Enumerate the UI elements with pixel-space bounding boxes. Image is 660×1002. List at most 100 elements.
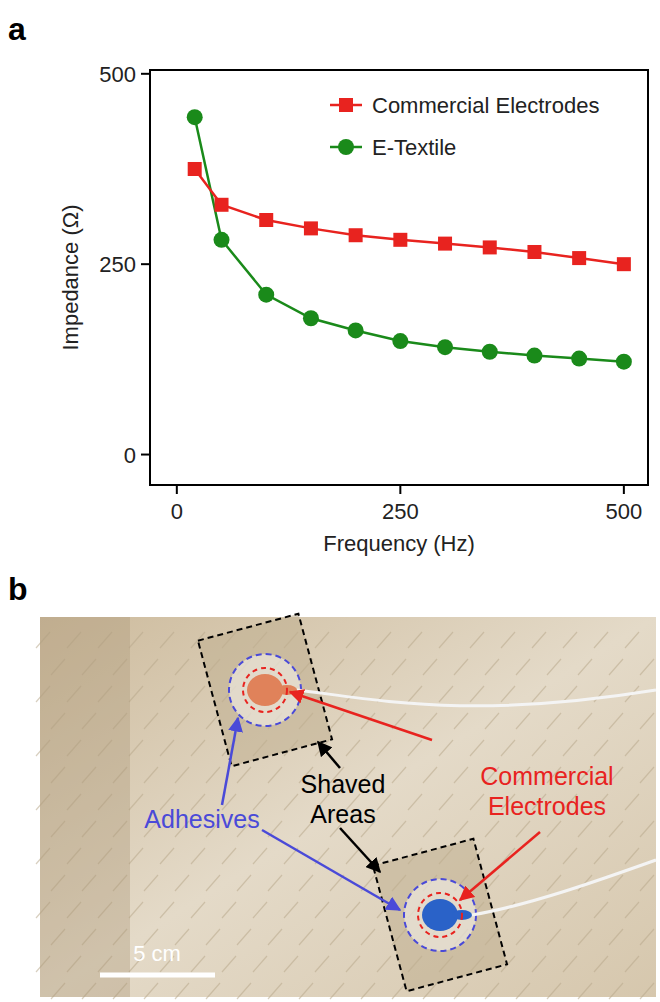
series-marker	[348, 322, 364, 338]
y-tick-label: 500	[99, 62, 136, 87]
fur-stroke	[454, 659, 468, 675]
electrode-outline	[418, 893, 462, 937]
fur-stroke	[594, 632, 608, 648]
fur-stroke	[516, 821, 530, 837]
fur-stroke	[129, 740, 143, 756]
fur-stroke	[191, 848, 205, 864]
fur-stroke	[516, 875, 530, 891]
fur-stroke	[563, 902, 577, 918]
x-axis-title: Frequency (Hz)	[323, 531, 475, 556]
x-tick-label: 250	[382, 499, 419, 524]
y-axis-title: Impedance (Ω)	[58, 204, 83, 350]
shaved-area-outline	[373, 839, 507, 991]
figure: a02505000250500Frequency (Hz)Impedance (…	[0, 0, 660, 1002]
fur-stroke	[206, 983, 220, 999]
fur-stroke	[268, 875, 282, 891]
scale-bar-label: 5 cm	[133, 941, 181, 966]
fur-stroke	[454, 713, 468, 729]
photo-background	[40, 617, 656, 997]
fur-stroke	[625, 902, 639, 918]
series-marker	[437, 339, 453, 355]
fur-stroke	[423, 659, 437, 675]
fur-stroke	[439, 794, 453, 810]
fur-stroke	[175, 875, 189, 891]
fur-stroke	[594, 956, 608, 972]
electrode-site	[373, 839, 507, 991]
fur-stroke	[609, 659, 623, 675]
electrode-outline	[243, 668, 287, 712]
fur-stroke	[609, 713, 623, 729]
fur-stroke	[594, 848, 608, 864]
shaved-area-outline	[198, 614, 332, 766]
fur-stroke	[191, 902, 205, 918]
fur-stroke	[423, 713, 437, 729]
fur-stroke	[408, 740, 422, 756]
fur-stroke	[346, 632, 360, 648]
fur-stroke	[578, 821, 592, 837]
fur-stroke	[315, 902, 329, 918]
fur-stroke	[532, 848, 546, 864]
arrow	[290, 692, 432, 740]
photo-shade	[40, 617, 130, 997]
y-tick	[141, 73, 150, 75]
fur-stroke	[640, 875, 654, 891]
annotation-shaved-areas-line: Shaved	[301, 770, 386, 798]
y-tick	[141, 263, 150, 265]
fur-stroke	[377, 740, 391, 756]
fur-stroke	[253, 956, 267, 972]
x-tick	[176, 485, 178, 494]
panel-label: a	[8, 11, 26, 47]
fur-stroke	[516, 713, 530, 729]
series-marker	[616, 354, 632, 370]
fur-stroke	[516, 659, 530, 675]
adhesive-outline	[229, 654, 301, 726]
fur-stroke	[129, 902, 143, 918]
legend-marker	[338, 139, 354, 155]
fur-stroke	[640, 929, 654, 945]
fur-stroke	[439, 740, 453, 756]
fur-stroke	[470, 632, 484, 648]
fur-stroke	[284, 794, 298, 810]
fur-stroke	[315, 632, 329, 648]
fur-stroke	[547, 929, 561, 945]
series-marker	[482, 344, 498, 360]
fur-stroke	[284, 902, 298, 918]
fur-stroke	[222, 956, 236, 972]
fur-stroke	[330, 713, 344, 729]
fur-stroke	[563, 956, 577, 972]
fur-stroke	[175, 713, 189, 729]
annotation-shaved-areas-line: Areas	[310, 800, 375, 828]
fur-stroke	[547, 983, 561, 999]
fur-stroke	[563, 740, 577, 756]
fur-stroke	[299, 983, 313, 999]
fur-stroke	[578, 929, 592, 945]
fur-stroke	[532, 632, 546, 648]
fur-stroke	[268, 767, 282, 783]
arrow	[318, 742, 340, 768]
fur-stroke	[377, 632, 391, 648]
fur-stroke	[222, 902, 236, 918]
fur-stroke	[609, 929, 623, 945]
fur-stroke	[222, 848, 236, 864]
fur-stroke	[361, 659, 375, 675]
series-marker	[214, 232, 230, 248]
wire	[297, 690, 656, 706]
legend-label: E-Textile	[372, 135, 456, 160]
fur-stroke	[532, 740, 546, 756]
fur-stroke	[640, 821, 654, 837]
annotation-shaved-areas: ShavedAreas	[301, 770, 386, 828]
fur-stroke	[547, 659, 561, 675]
fur-stroke	[268, 929, 282, 945]
fur-stroke	[160, 740, 174, 756]
fur-stroke	[206, 929, 220, 945]
fur-stroke	[547, 821, 561, 837]
fur-stroke	[594, 902, 608, 918]
y-tick-label: 0	[124, 443, 136, 468]
fur-stroke	[191, 686, 205, 702]
fur-stroke	[330, 929, 344, 945]
fur-stroke	[144, 713, 158, 729]
series-marker	[187, 109, 203, 125]
arrow	[460, 832, 540, 900]
legend: Commercial ElectrodesE-Textile	[330, 93, 599, 160]
fur-stroke	[454, 983, 468, 999]
